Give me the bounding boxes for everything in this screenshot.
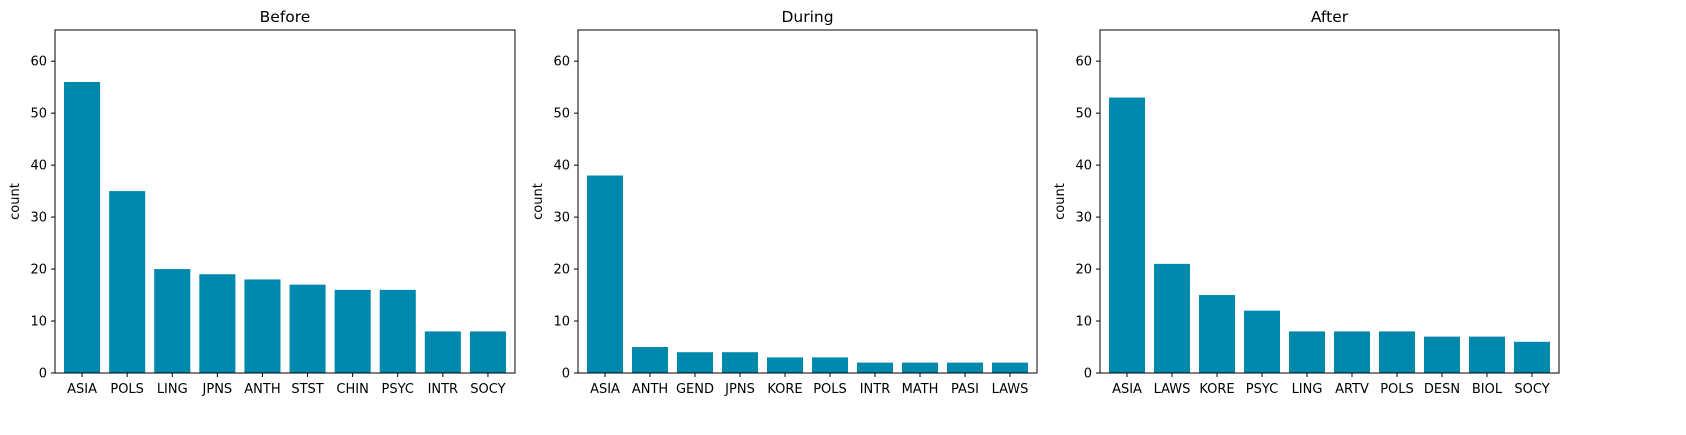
y-tick-label: 50	[1075, 107, 1092, 122]
x-tick-label-asia: ASIA	[1112, 382, 1142, 397]
chart-title: After	[1311, 8, 1349, 26]
y-tick-label: 20	[553, 263, 570, 278]
bar-kore	[1199, 295, 1235, 373]
bar-pols	[812, 357, 848, 373]
x-tick-label-psyc: PSYC	[382, 382, 414, 397]
y-tick-label: 60	[1075, 55, 1092, 70]
y-tick-label: 0	[39, 367, 47, 382]
y-tick-label: 40	[1075, 159, 1092, 174]
chart-panel: 0 10 20 30 40 50 60 ASIA POLS LING JPNS ANTH STST CHI…	[8, 8, 516, 397]
y-tick-label: 40	[553, 159, 570, 174]
x-tick-label-artv: ARTV	[1335, 382, 1369, 397]
bar-kore	[767, 357, 803, 373]
bar-asia	[64, 81, 101, 373]
x-tick-label-asia: ASIA	[590, 382, 620, 397]
x-tick-label-biol: BIOL	[1472, 382, 1503, 397]
plot-frame	[1099, 29, 1560, 374]
y-tick-label: 30	[1075, 211, 1092, 226]
x-tick-label-socy: SOCY	[1514, 382, 1549, 397]
bar-chin	[334, 289, 371, 373]
bar-intr	[857, 362, 893, 373]
y-tick-label: 40	[30, 159, 47, 174]
x-tick-label-psyc: PSYC	[1246, 382, 1278, 397]
x-tick-label-gend: GEND	[676, 382, 714, 397]
bar-pols	[109, 191, 146, 373]
y-tick-label: 50	[30, 107, 47, 122]
x-tick-label-socy: SOCY	[470, 382, 505, 397]
x-tick-label-math: MATH	[902, 382, 939, 397]
y-tick-label: 10	[30, 315, 47, 330]
y-tick-label: 20	[1075, 263, 1092, 278]
bar-asia	[1109, 97, 1145, 373]
bar-jpns	[199, 274, 236, 373]
chart-panel: 0 10 20 30 40 50 60 ASIA ANTH GEND JPNS KORE POLS INT…	[531, 8, 1038, 397]
bar-socy	[469, 331, 506, 373]
x-tick-label-stst: STST	[291, 382, 323, 397]
x-tick-label-intr: INTR	[860, 382, 891, 397]
y-tick-label: 30	[553, 211, 570, 226]
y-axis-label: count	[1053, 183, 1068, 220]
chart-title: Before	[260, 8, 311, 26]
bar-psyc	[379, 289, 416, 373]
bar-pols	[1379, 331, 1415, 373]
bar-ling	[154, 269, 191, 373]
bar-anth	[632, 347, 668, 373]
x-tick-label-anth: ANTH	[244, 382, 280, 397]
x-tick-label-desn: DESN	[1424, 382, 1460, 397]
bar-gend	[677, 352, 713, 373]
x-tick-label-ling: LING	[157, 382, 188, 397]
chart-panel: 0 10 20 30 40 50 60 ASIA LAWS KORE PSYC LING ARTV POL…	[1053, 8, 1560, 397]
x-tick-label-kore: KORE	[1199, 382, 1234, 397]
x-tick-label-anth: ANTH	[632, 382, 668, 397]
bar-pasi	[947, 362, 983, 373]
y-tick-label: 60	[553, 55, 570, 70]
bar-laws	[1154, 263, 1190, 373]
y-tick-label: 30	[30, 211, 47, 226]
x-tick-label-laws: LAWS	[1154, 382, 1191, 397]
bar-desn	[1424, 336, 1460, 373]
x-tick-label-pols: POLS	[1380, 382, 1414, 397]
bar-jpns	[722, 352, 758, 373]
bar-laws	[992, 362, 1028, 373]
bar-intr	[424, 331, 461, 373]
bar-biol	[1469, 336, 1505, 373]
bar-ling	[1289, 331, 1325, 373]
plot-frame	[54, 29, 516, 374]
bar-anth	[244, 279, 281, 373]
y-tick-label: 0	[562, 367, 570, 382]
chart-title: During	[781, 8, 833, 26]
x-tick-label-pols: POLS	[813, 382, 847, 397]
y-tick-label: 0	[1084, 367, 1092, 382]
bar-stst	[289, 284, 326, 373]
y-tick-label: 50	[553, 107, 570, 122]
x-tick-label-kore: KORE	[767, 382, 802, 397]
x-tick-label-chin: CHIN	[336, 382, 368, 397]
plot-frame	[577, 29, 1038, 374]
x-tick-label-laws: LAWS	[992, 382, 1029, 397]
y-axis-label: count	[531, 183, 546, 220]
y-tick-label: 10	[553, 315, 570, 330]
bar-asia	[587, 175, 623, 373]
x-tick-label-jpns: JPNS	[724, 382, 755, 397]
x-tick-label-ling: LING	[1292, 382, 1323, 397]
x-tick-label-jpns: JPNS	[202, 382, 233, 397]
bar-math	[902, 362, 938, 373]
y-tick-label: 10	[1075, 315, 1092, 330]
bar-artv	[1334, 331, 1370, 373]
y-tick-label: 20	[30, 263, 47, 278]
y-tick-label: 60	[30, 55, 47, 70]
x-tick-label-asia: ASIA	[67, 382, 97, 397]
x-tick-label-intr: INTR	[428, 382, 459, 397]
y-axis-label: count	[8, 183, 23, 220]
x-tick-label-pasi: PASI	[951, 382, 979, 397]
bar-socy	[1514, 341, 1550, 373]
x-tick-label-pols: POLS	[110, 382, 144, 397]
bar-psyc	[1244, 310, 1280, 373]
